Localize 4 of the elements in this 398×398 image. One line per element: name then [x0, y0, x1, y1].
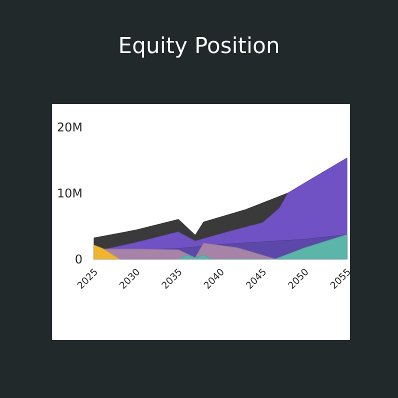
y-tick-label: 20M	[58, 122, 82, 132]
y-tick-label: 10M	[58, 188, 82, 198]
chart-title: Equity Position	[120, 36, 278, 58]
y-tick-label: 0	[76, 254, 82, 264]
